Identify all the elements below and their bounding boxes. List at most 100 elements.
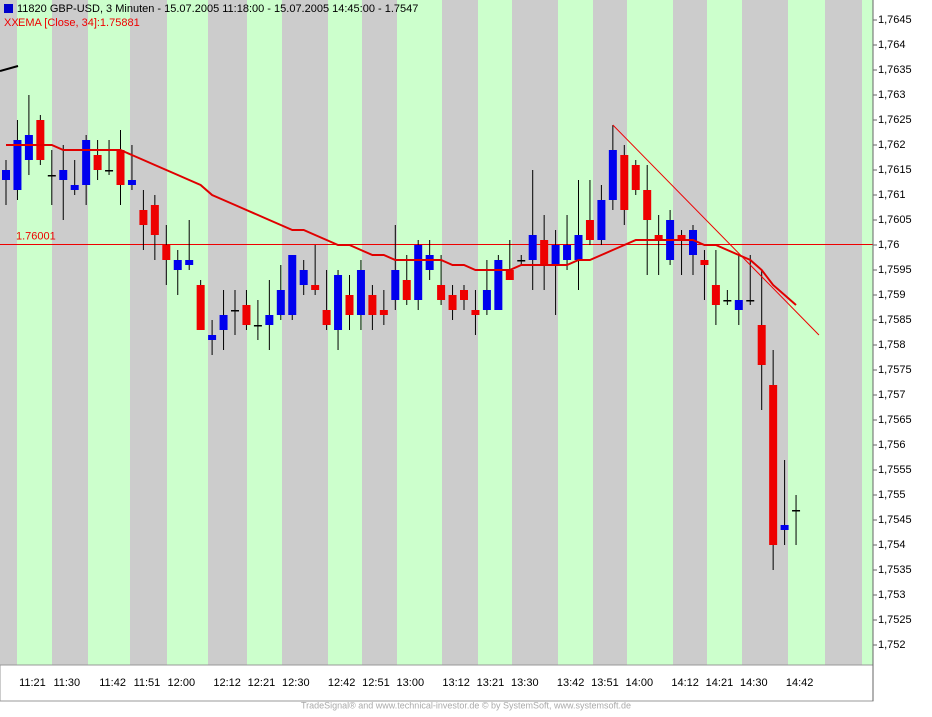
candle-body	[471, 310, 480, 315]
x-tick-label: 13:12	[442, 677, 470, 689]
green-stripe	[707, 0, 742, 665]
y-tick-label: 1,759	[878, 289, 906, 301]
green-stripe	[17, 0, 52, 665]
candle-body	[334, 275, 343, 330]
candle-body	[288, 255, 297, 315]
y-tick-label: 1,76	[878, 239, 899, 251]
candle-body	[608, 150, 617, 200]
y-tick-label: 1,763	[878, 89, 906, 101]
candle-body	[13, 140, 22, 190]
x-tick-label: 13:42	[557, 677, 585, 689]
footer: TradeSignal® and www.technical-investor.…	[301, 700, 631, 710]
x-tick-label: 12:12	[213, 677, 241, 689]
y-tick-label: 1,761	[878, 189, 906, 201]
y-tick-label: 1,7525	[878, 614, 912, 626]
candle-body	[356, 270, 365, 315]
candle-body	[780, 525, 789, 530]
candle-body	[402, 280, 411, 300]
candle-body	[563, 245, 572, 260]
x-tick-label: 13:30	[511, 677, 539, 689]
candle-body	[185, 260, 194, 265]
candle-body	[139, 210, 148, 225]
candle-body	[36, 120, 45, 160]
green-stripe	[167, 0, 208, 665]
candle-body	[723, 300, 732, 302]
y-tick-label: 1,7565	[878, 414, 912, 426]
green-stripe	[862, 0, 873, 665]
x-tick-label: 11:51	[134, 677, 161, 689]
y-tick-label: 1,754	[878, 539, 906, 551]
candle-body	[47, 175, 56, 177]
candle-body	[711, 285, 720, 305]
x-tick-label: 14:42	[786, 677, 814, 689]
green-stripe	[788, 0, 825, 665]
candle-body	[231, 310, 239, 312]
x-tick-label: 11:42	[99, 677, 126, 689]
candle-body	[505, 270, 514, 280]
candle-body	[689, 230, 697, 255]
x-axis-area	[0, 664, 874, 702]
x-tick-label: 11:21	[19, 677, 46, 689]
candle-body	[105, 170, 114, 172]
green-stripe	[88, 0, 130, 665]
candle-body	[654, 235, 663, 240]
candle-body	[792, 510, 801, 512]
candle-body	[460, 290, 468, 300]
y-tick-label: 1,7635	[878, 64, 912, 76]
candle-body	[551, 245, 560, 265]
candle-body	[448, 295, 457, 310]
candle-body	[425, 255, 434, 270]
y-tick-label: 1,762	[878, 139, 906, 151]
x-tick-label: 12:21	[248, 677, 276, 689]
candle-body	[631, 165, 640, 190]
y-tick-label: 1,757	[878, 389, 906, 401]
x-tick-label: 13:21	[477, 677, 505, 689]
indicator-label: EMA [Close, 34]:1.75881	[18, 17, 140, 29]
green-stripe	[328, 0, 362, 665]
candle-body	[368, 295, 377, 315]
candle-body	[162, 245, 171, 260]
candle-body	[746, 300, 755, 302]
candle-body	[253, 325, 262, 327]
candle-body	[127, 180, 136, 185]
candle-body	[82, 140, 91, 185]
candle-body	[677, 235, 686, 240]
candle-body	[196, 285, 205, 330]
candle-body	[585, 220, 594, 240]
x-tick-label: 14:00	[626, 677, 654, 689]
candle-body	[574, 235, 583, 260]
y-tick-label: 1,7545	[878, 514, 912, 526]
x-tick-label: 13:00	[397, 677, 425, 689]
x-tick-label: 14:21	[706, 677, 734, 689]
y-tick-label: 1,756	[878, 439, 906, 451]
candle-body	[150, 205, 159, 235]
candle-body	[219, 315, 228, 330]
candle-body	[734, 300, 743, 310]
y-tick-label: 1,7555	[878, 464, 912, 476]
candle-body	[517, 260, 526, 262]
y-tick-label: 1,7595	[878, 264, 912, 276]
candle-body	[391, 270, 400, 300]
green-stripe	[397, 0, 442, 665]
chart-title: 11820 GBP-USD, 3 Minuten - 15.07.2005 11…	[17, 3, 418, 15]
candle-body	[414, 245, 423, 300]
candle-body	[700, 260, 709, 265]
x-tick-label: 11:30	[53, 677, 80, 689]
candle-body	[173, 260, 182, 270]
candle-body	[345, 295, 354, 315]
candle-body	[2, 170, 10, 180]
candle-body	[379, 310, 388, 315]
candle-body	[757, 325, 766, 365]
y-tick-label: 1,7575	[878, 364, 912, 376]
y-tick-label: 1,752	[878, 639, 906, 651]
candle-body	[540, 240, 549, 265]
candle-body	[597, 200, 606, 240]
x-tick-label: 14:30	[740, 677, 768, 689]
y-tick-label: 1,758	[878, 339, 906, 351]
candle-body	[620, 155, 629, 210]
y-tick-label: 1,764	[878, 39, 906, 51]
candle-body	[24, 135, 33, 160]
green-stripe	[558, 0, 593, 665]
candle-body	[494, 260, 503, 310]
y-tick-label: 1,755	[878, 489, 906, 501]
